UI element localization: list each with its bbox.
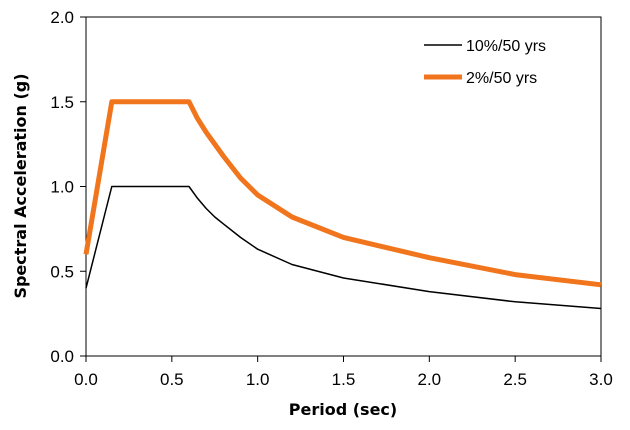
y-tick-label: 0.0 — [50, 347, 74, 366]
x-tick-label: 0.0 — [74, 370, 98, 389]
x-tick-label: 2.0 — [418, 370, 442, 389]
legend: 10%/50 yrs 2%/50 yrs — [424, 38, 546, 87]
y-axis-tick-labels: 0.0 0.5 1.0 1.5 2.0 — [50, 8, 74, 366]
y-tick-label: 1.0 — [50, 178, 74, 197]
y-tick-label: 1.5 — [50, 93, 74, 112]
x-tick-label: 0.5 — [160, 370, 184, 389]
series-line-10pct-50yrs — [85, 185, 602, 310]
legend-label-2pct: 2%/50 yrs — [466, 70, 537, 87]
y-tick-label: 0.5 — [50, 262, 74, 281]
x-tick-label: 1.0 — [246, 370, 270, 389]
x-axis-tick-labels: 0.0 0.5 1.0 1.5 2.0 2.5 3.0 — [74, 370, 613, 389]
x-tick-label: 3.0 — [589, 370, 613, 389]
x-tick-label: 1.5 — [332, 370, 356, 389]
y-tick-label: 2.0 — [50, 8, 74, 27]
y-axis-ticks — [80, 16, 86, 357]
legend-label-10pct: 10%/50 yrs — [466, 38, 546, 55]
series-line-2pct-50yrs — [83, 99, 602, 288]
series-lines — [83, 99, 602, 310]
x-axis-title: Period (sec) — [289, 400, 397, 419]
y-axis-title: Spectral Acceleration (g) — [11, 73, 30, 298]
x-tick-label: 2.5 — [503, 370, 527, 389]
x-axis-ticks — [85, 356, 602, 362]
